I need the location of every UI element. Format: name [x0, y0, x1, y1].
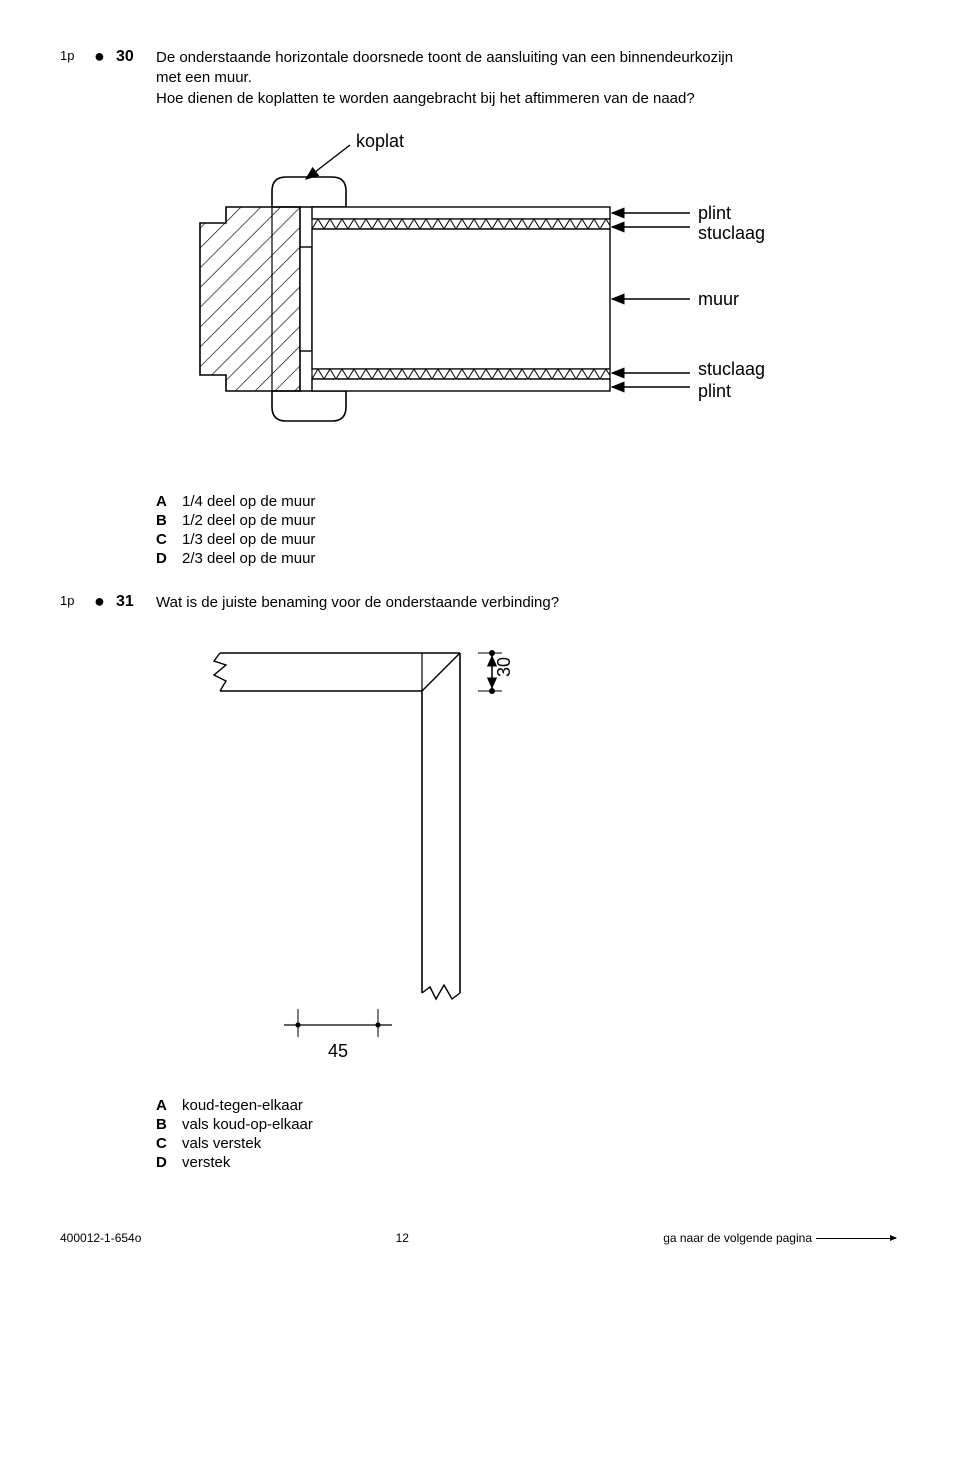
option-letter: A: [156, 493, 182, 510]
question-row: 1p ● 30 De onderstaande horizontale door…: [60, 48, 900, 109]
footer-page-number: 12: [141, 1231, 663, 1245]
question-text: De onderstaande horizontale doorsnede to…: [156, 48, 900, 109]
question-number: 31: [116, 593, 156, 611]
question-text-line: De onderstaande horizontale doorsnede to…: [156, 49, 733, 66]
question-number: 30: [116, 48, 156, 66]
diagram-joint: 30 45: [180, 633, 900, 1077]
option-letter: B: [156, 1116, 182, 1133]
option-row: B1/2 deel op de muur: [156, 512, 900, 529]
option-text: 1/2 deel op de muur: [182, 512, 315, 529]
question-text-line: Hoe dienen de koplatten te worden aangeb…: [156, 90, 695, 107]
dim-horizontal: 45: [328, 1041, 348, 1061]
label-stuclaag-top: stuclaag: [698, 223, 765, 243]
option-row: Dverstek: [156, 1154, 900, 1171]
option-text: 1/3 deel op de muur: [182, 531, 315, 548]
footer-next-page-label: ga naar de volgende pagina: [663, 1231, 812, 1245]
label-plint-bot: plint: [698, 381, 731, 401]
option-text: koud-tegen-elkaar: [182, 1097, 303, 1114]
options-list: A1/4 deel op de muur B1/2 deel op de muu…: [156, 493, 900, 567]
page-footer: 400012-1-654o 12 ga naar de volgende pag…: [60, 1231, 900, 1245]
label-muur: muur: [698, 289, 739, 309]
option-letter: B: [156, 512, 182, 529]
bullet-icon: ●: [94, 593, 116, 609]
option-row: D2/3 deel op de muur: [156, 550, 900, 567]
option-text: 1/4 deel op de muur: [182, 493, 315, 510]
points-label: 1p: [60, 593, 94, 608]
option-row: A1/4 deel op de muur: [156, 493, 900, 510]
option-text: vals verstek: [182, 1135, 261, 1152]
arrow-right-icon: [816, 1238, 896, 1239]
option-letter: D: [156, 1154, 182, 1171]
option-text: vals koud-op-elkaar: [182, 1116, 313, 1133]
question-text: Wat is de juiste benaming voor de onders…: [156, 593, 900, 613]
option-letter: D: [156, 550, 182, 567]
option-row: Akoud-tegen-elkaar: [156, 1097, 900, 1114]
option-text: verstek: [182, 1154, 230, 1171]
question-text-line: met een muur.: [156, 69, 252, 86]
option-row: Cvals verstek: [156, 1135, 900, 1152]
points-label: 1p: [60, 48, 94, 63]
dim-vertical: 30: [494, 657, 514, 677]
option-letter: C: [156, 1135, 182, 1152]
footer-doc-code: 400012-1-654o: [60, 1231, 141, 1245]
label-stuclaag-bot: stuclaag: [698, 359, 765, 379]
option-row: Bvals koud-op-elkaar: [156, 1116, 900, 1133]
options-list: Akoud-tegen-elkaar Bvals koud-op-elkaar …: [156, 1097, 900, 1171]
label-plint-top: plint: [698, 203, 731, 223]
question-text-line: Wat is de juiste benaming voor de onders…: [156, 594, 559, 611]
option-row: C1/3 deel op de muur: [156, 531, 900, 548]
option-text: 2/3 deel op de muur: [182, 550, 315, 567]
diagram-cross-section: koplat plint stuclaag muur stuclaag plin…: [180, 129, 900, 473]
question-row: 1p ● 31 Wat is de juiste benaming voor d…: [60, 593, 900, 613]
bullet-icon: ●: [94, 48, 116, 64]
option-letter: C: [156, 531, 182, 548]
option-letter: A: [156, 1097, 182, 1114]
label-koplat: koplat: [356, 131, 404, 151]
